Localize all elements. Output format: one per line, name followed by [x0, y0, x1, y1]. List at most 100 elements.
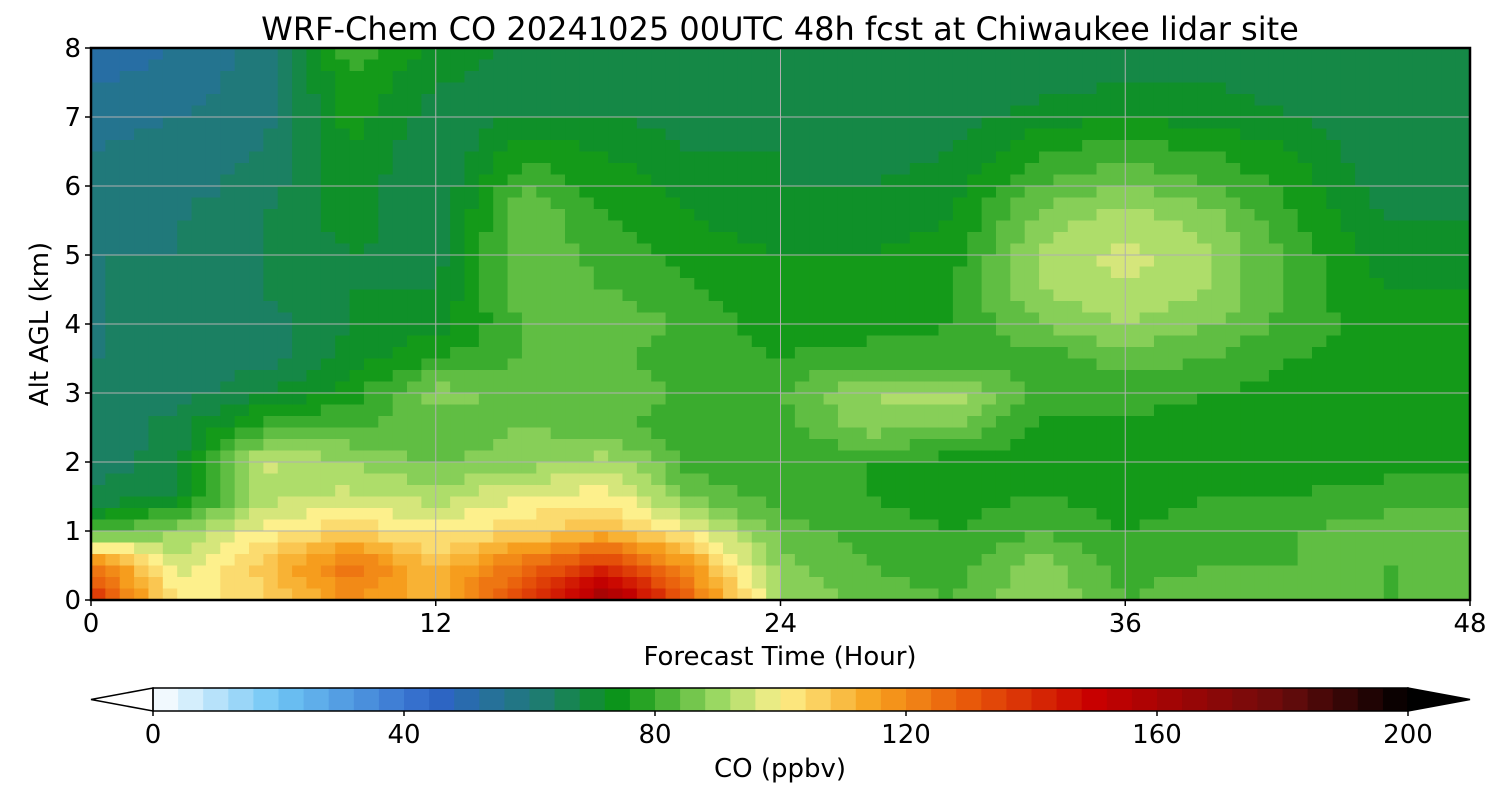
heatmap-cell — [1383, 266, 1399, 279]
heatmap-cell — [780, 554, 796, 567]
heatmap-cell — [780, 220, 796, 233]
heatmap-cell — [708, 220, 724, 233]
heatmap-cell — [780, 186, 796, 199]
heatmap-cell — [694, 347, 710, 360]
heatmap-cell — [162, 416, 178, 429]
heatmap-cell — [249, 174, 264, 187]
heatmap-cell — [579, 82, 595, 95]
heatmap-cell — [536, 450, 552, 463]
colorbar-segment — [454, 688, 480, 711]
heatmap-cell — [651, 485, 667, 498]
heatmap-cell — [967, 554, 983, 567]
heatmap-cell — [1311, 59, 1327, 72]
heatmap-cell — [579, 232, 595, 245]
heatmap-cell — [1412, 48, 1428, 61]
heatmap-cell — [478, 347, 494, 360]
heatmap-cell — [909, 450, 925, 463]
heatmap-cell — [794, 439, 810, 452]
heatmap-cell — [335, 243, 351, 256]
heatmap-cell — [1139, 220, 1155, 233]
heatmap-cell — [1168, 128, 1184, 141]
heatmap-cell — [1182, 209, 1198, 222]
heatmap-cell — [306, 232, 322, 245]
heatmap-cell — [277, 324, 293, 337]
heatmap-cell — [1441, 82, 1457, 95]
heatmap-cell — [1168, 324, 1184, 337]
heatmap-cell — [1024, 473, 1040, 486]
heatmap-cell — [1268, 151, 1284, 164]
heatmap-cell — [134, 473, 150, 486]
heatmap-cell — [1053, 174, 1069, 187]
heatmap-cell — [263, 209, 279, 222]
heatmap-cell — [363, 209, 379, 222]
heatmap-cell — [895, 577, 911, 590]
heatmap-cell — [967, 163, 983, 176]
heatmap-cell — [780, 450, 796, 463]
heatmap-cell — [421, 94, 437, 107]
heatmap-cell — [134, 140, 150, 153]
heatmap-cell — [1211, 243, 1227, 256]
heatmap-cell — [177, 232, 193, 245]
heatmap-cell — [837, 266, 853, 279]
heatmap-cell — [392, 588, 408, 601]
heatmap-cell — [608, 278, 624, 291]
heatmap-cell — [550, 232, 566, 245]
heatmap-cell — [1441, 427, 1457, 440]
heatmap-cell — [292, 473, 308, 486]
heatmap-cell — [967, 140, 983, 153]
heatmap-cell — [665, 473, 681, 486]
heatmap-cell — [521, 404, 537, 417]
heatmap-cell — [608, 174, 624, 187]
heatmap-cell — [593, 381, 609, 394]
heatmap-cell — [924, 519, 940, 532]
heatmap-cell — [1398, 71, 1414, 84]
heatmap-cell — [1398, 48, 1414, 61]
heatmap-cell — [450, 48, 466, 61]
heatmap-cell — [1125, 450, 1141, 463]
heatmap-cell — [608, 71, 624, 84]
heatmap-cell — [392, 48, 408, 61]
heatmap-cell — [1010, 577, 1026, 590]
heatmap-cell — [1311, 370, 1327, 383]
heatmap-cell — [407, 71, 422, 84]
heatmap-cell — [306, 255, 322, 268]
heatmap-cell — [909, 473, 925, 486]
heatmap-cell — [407, 266, 422, 279]
heatmap-cell — [363, 531, 379, 544]
heatmap-cell — [105, 404, 121, 417]
heatmap-cell — [1398, 588, 1414, 601]
heatmap-cell — [521, 312, 537, 325]
heatmap-cell — [91, 588, 106, 601]
heatmap-cell — [220, 255, 236, 268]
heatmap-cell — [263, 381, 279, 394]
heatmap-cell — [708, 485, 724, 498]
heatmap-cell — [407, 496, 422, 509]
heatmap-cell — [837, 519, 853, 532]
heatmap-cell — [435, 94, 451, 107]
heatmap-cell — [292, 312, 308, 325]
heatmap-cell — [1211, 588, 1227, 601]
heatmap-cell — [823, 439, 839, 452]
heatmap-cell — [134, 542, 150, 555]
heatmap-cell — [665, 71, 681, 84]
heatmap-cell — [1096, 404, 1112, 417]
heatmap-cell — [794, 565, 810, 578]
heatmap-cell — [837, 531, 853, 544]
heatmap-cell — [780, 577, 796, 590]
heatmap-cell — [636, 577, 652, 590]
heatmap-cell — [794, 335, 810, 348]
heatmap-cell — [1254, 347, 1270, 360]
heatmap-cell — [162, 266, 178, 279]
heatmap-cell — [550, 266, 566, 279]
heatmap-cell — [895, 243, 911, 256]
heatmap-cell — [636, 278, 652, 291]
heatmap-cell — [1412, 151, 1428, 164]
heatmap-cell — [363, 370, 379, 383]
heatmap-cell — [335, 370, 351, 383]
heatmap-cell — [1441, 473, 1457, 486]
heatmap-cell — [91, 151, 106, 164]
heatmap-cell — [1153, 519, 1169, 532]
heatmap-cell — [1053, 71, 1069, 84]
heatmap-cell — [1082, 554, 1098, 567]
heatmap-cell — [1024, 266, 1040, 279]
